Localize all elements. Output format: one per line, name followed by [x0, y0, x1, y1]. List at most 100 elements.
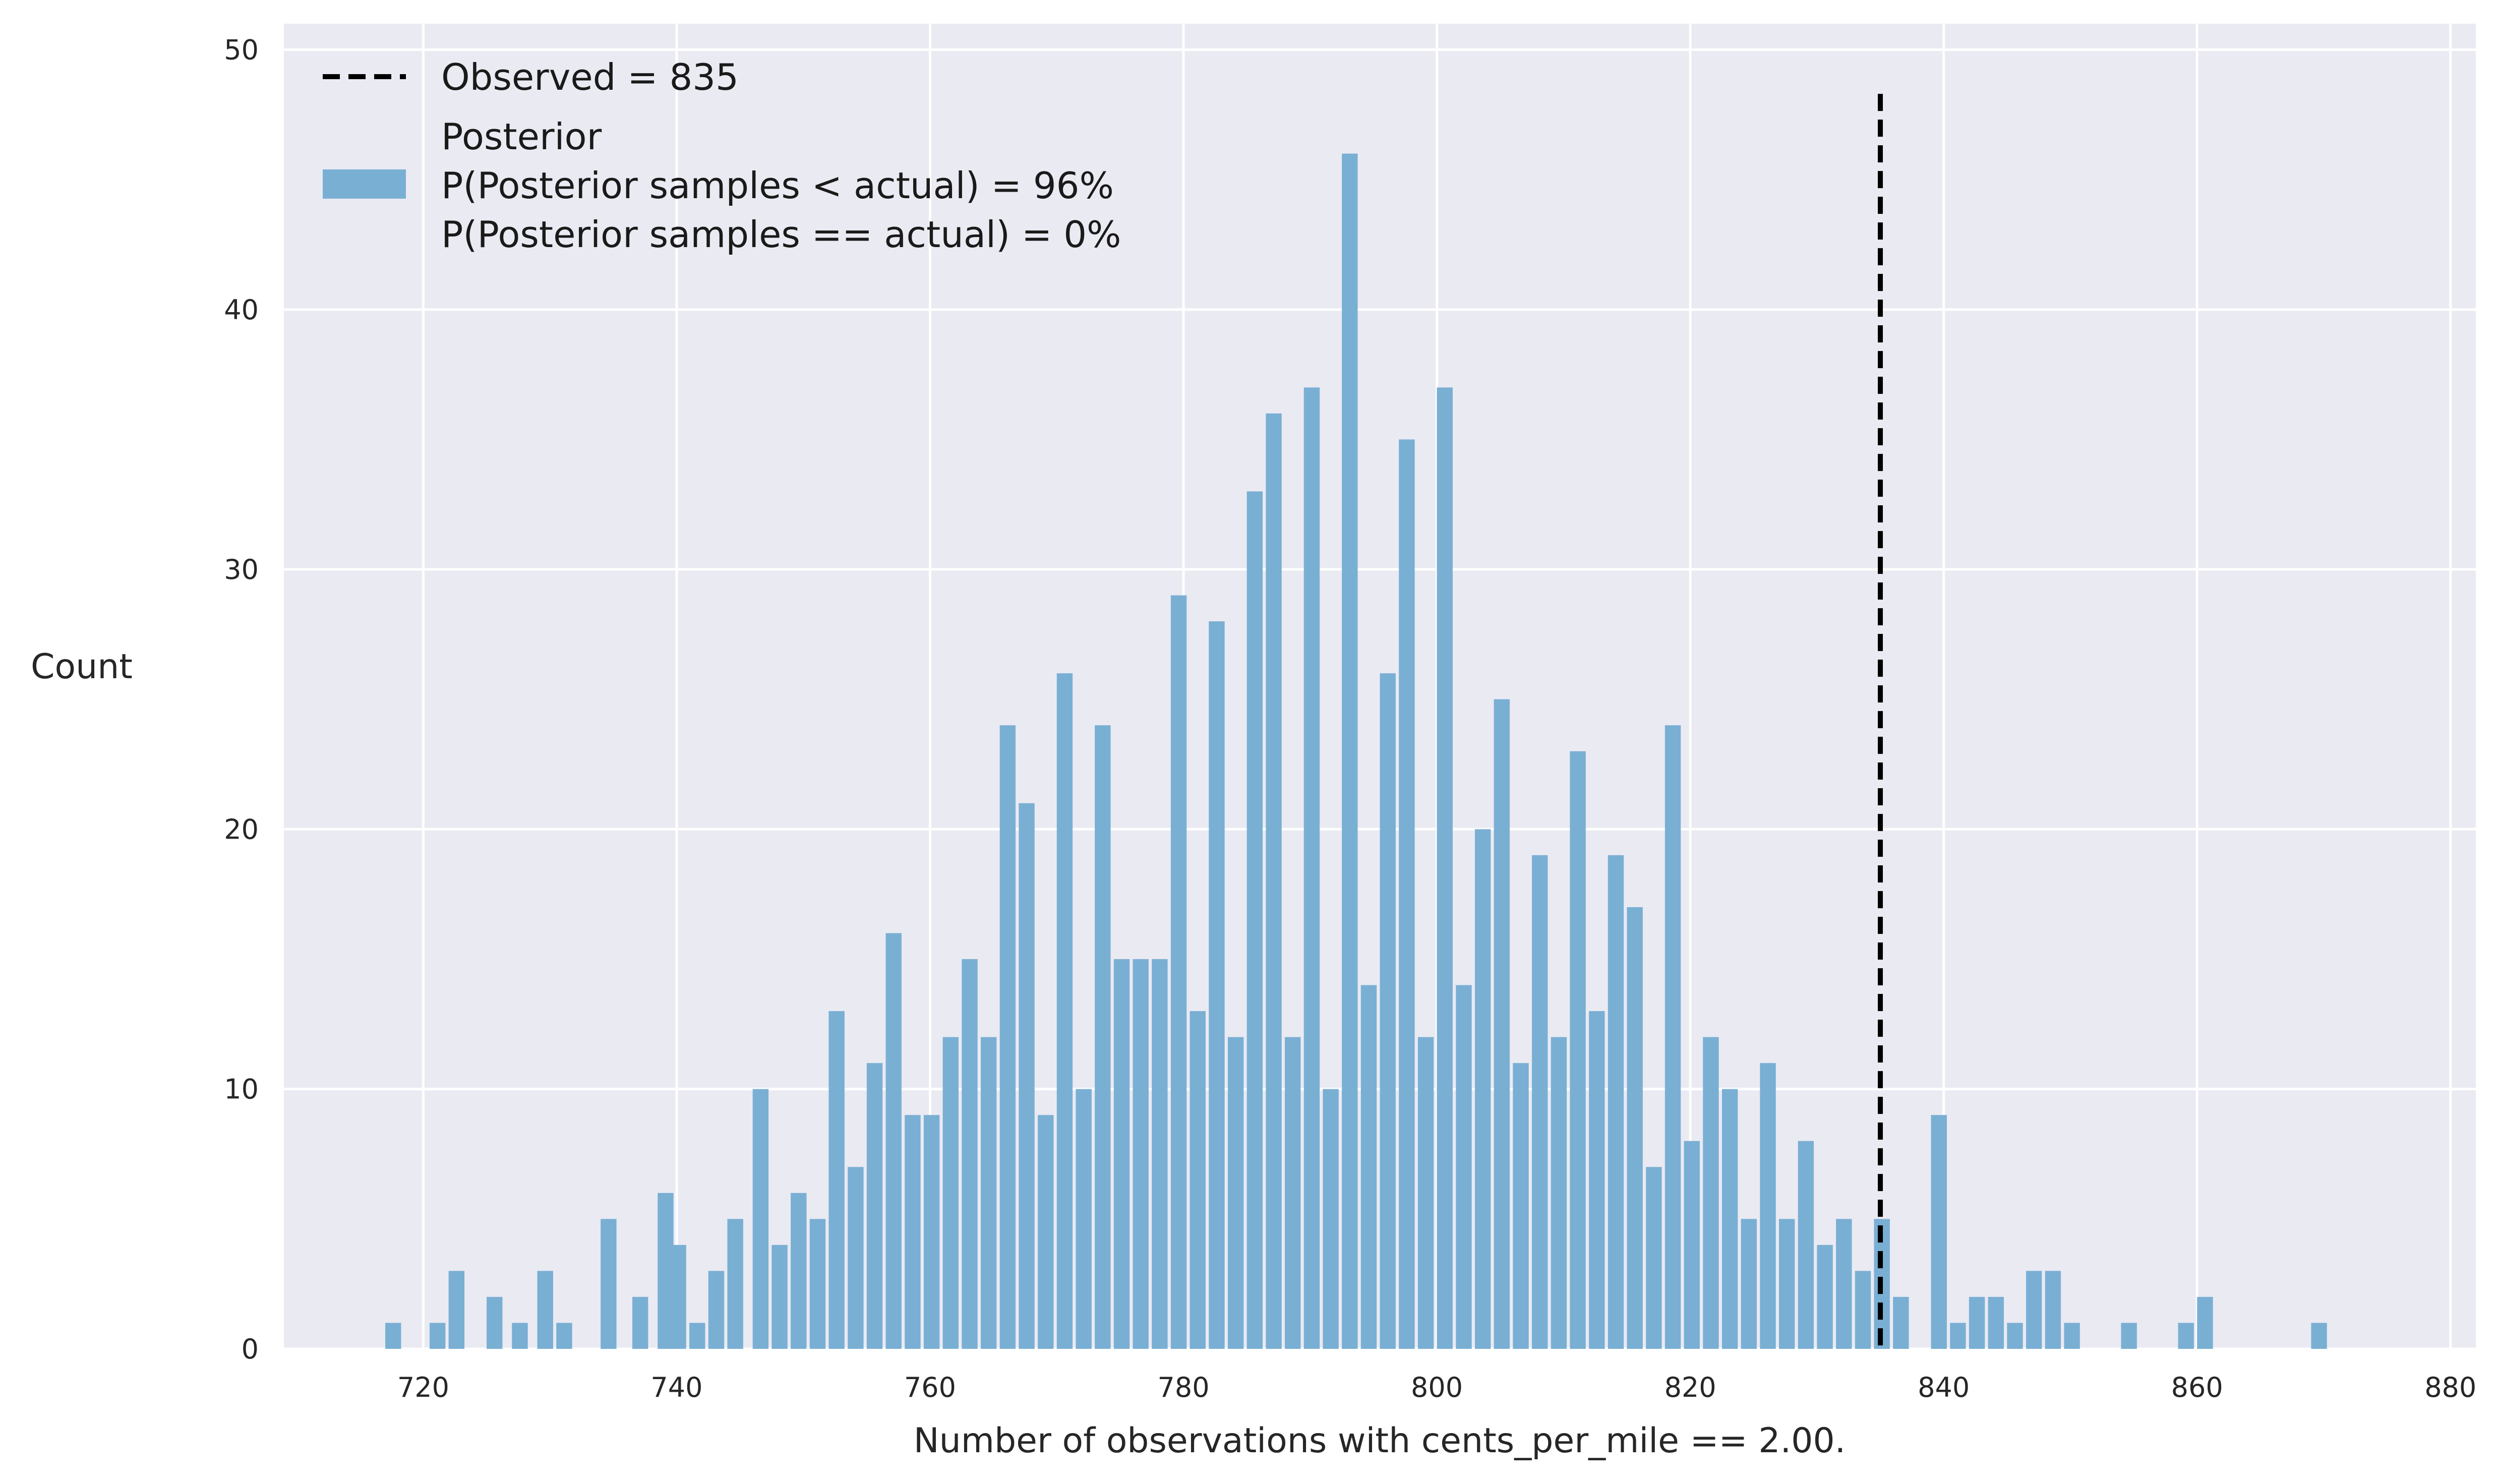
histogram-bar-42	[1285, 1037, 1301, 1349]
histogram-bar-32	[1095, 725, 1111, 1349]
histogram-bar-29	[1038, 1115, 1054, 1349]
histogram-bar-69	[1798, 1141, 1814, 1349]
histogram-bar-4	[512, 1323, 528, 1349]
histogram-bar-17	[809, 1219, 826, 1349]
histogram-bar-60	[1627, 907, 1643, 1349]
histogram-bar-72	[1855, 1271, 1871, 1349]
histogram-bar-81	[2045, 1271, 2061, 1349]
histogram-bar-50	[1437, 387, 1453, 1349]
histogram-bar-65	[1721, 1089, 1738, 1349]
x-tick-label-3: 780	[1157, 1372, 1209, 1403]
histogram-bar-68	[1779, 1219, 1795, 1349]
histogram-bar-56	[1551, 1037, 1567, 1349]
histogram-bar-16	[791, 1193, 807, 1349]
histogram-bar-74	[1893, 1296, 1909, 1349]
histogram-bar-7	[601, 1219, 617, 1349]
histogram-bar-0	[385, 1323, 401, 1349]
histogram-bar-20	[866, 1063, 883, 1349]
histogram-bar-41	[1266, 413, 1282, 1349]
histogram-bar-45	[1342, 153, 1358, 1349]
histogram-bar-79	[2007, 1323, 2023, 1349]
y-tick-label-1: 10	[224, 1074, 259, 1105]
histogram-bar-43	[1303, 387, 1320, 1349]
histogram-bar-11	[689, 1323, 705, 1349]
histogram-bar-34	[1133, 959, 1149, 1349]
x-tick-label-8: 880	[2424, 1372, 2476, 1403]
histogram-bar-21	[885, 933, 902, 1349]
histogram-bar-15	[771, 1244, 788, 1349]
histogram-bar-51	[1456, 985, 1472, 1349]
histogram-bar-5	[537, 1271, 553, 1349]
x-tick-label-5: 820	[1665, 1372, 1716, 1403]
histogram-bar-66	[1741, 1219, 1757, 1349]
histogram-bar-82	[2064, 1323, 2080, 1349]
histogram-bar-26	[980, 1037, 997, 1349]
x-tick-label-2: 760	[904, 1372, 956, 1403]
histogram-bar-23	[923, 1115, 940, 1349]
histogram-bar-27	[999, 725, 1016, 1349]
y-tick-label-4: 40	[224, 294, 259, 326]
histogram-bar-47	[1380, 673, 1396, 1349]
histogram-bar-64	[1703, 1037, 1719, 1349]
histogram-bar-30	[1056, 673, 1073, 1349]
histogram-bar-57	[1570, 751, 1586, 1349]
histogram-bar-24	[942, 1037, 959, 1349]
legend-posterior-prob-equal: P(Posterior samples == actual) = 0%	[441, 213, 1121, 256]
y-tick-label-5: 50	[224, 34, 259, 66]
x-tick-label-7: 860	[2171, 1372, 2223, 1403]
histogram-bar-86	[2311, 1323, 2327, 1349]
x-axis-label: Number of observations with cents_per_mi…	[914, 1421, 1846, 1461]
x-tick-label-4: 800	[1411, 1372, 1463, 1403]
histogram-bar-71	[1836, 1219, 1852, 1349]
histogram-bar-83	[2121, 1323, 2137, 1349]
histogram-bar-18	[828, 1011, 845, 1349]
histogram-bar-28	[1019, 803, 1035, 1349]
histogram-bar-49	[1417, 1037, 1434, 1349]
histogram-bar-40	[1246, 491, 1263, 1349]
histogram-bar-22	[905, 1115, 921, 1349]
legend-posterior-prob-less: P(Posterior samples < actual) = 96%	[441, 164, 1114, 207]
y-axis-label: Count	[31, 647, 133, 687]
y-tick-label-3: 30	[224, 554, 259, 585]
histogram-bar-77	[1969, 1296, 1985, 1349]
x-tick-label-1: 740	[650, 1372, 702, 1403]
histogram-bar-3	[487, 1296, 503, 1349]
y-axis-ticks: 0 10 20 30 40 50	[224, 34, 259, 1365]
histogram-bar-55	[1532, 855, 1548, 1349]
histogram-bar-12	[708, 1271, 725, 1349]
histogram-bar-52	[1474, 829, 1491, 1349]
histogram-bar-61	[1646, 1167, 1662, 1349]
histogram-bar-78	[1988, 1296, 2004, 1349]
histogram-bar-84	[2178, 1323, 2194, 1349]
histogram-bar-8	[632, 1296, 648, 1349]
x-tick-label-6: 840	[1918, 1372, 1970, 1403]
histogram-bar-2	[448, 1271, 465, 1349]
x-axis-ticks: 720 740 760 780 800 820 840 860 880	[397, 1372, 2476, 1403]
histogram-bar-6	[556, 1323, 572, 1349]
histogram-bar-58	[1589, 1011, 1605, 1349]
x-tick-label-0: 720	[397, 1372, 449, 1403]
histogram-bar-38	[1209, 621, 1225, 1349]
histogram-bars	[385, 153, 2327, 1349]
histogram-bar-54	[1513, 1063, 1529, 1349]
histogram-bar-80	[2026, 1271, 2042, 1349]
histogram-bar-75	[1931, 1115, 1947, 1349]
histogram-bar-70	[1817, 1244, 1833, 1349]
histogram-bar-19	[848, 1167, 864, 1349]
histogram-bar-1	[429, 1323, 446, 1349]
histogram-bar-10	[670, 1244, 686, 1349]
legend-posterior-swatch	[323, 169, 406, 199]
histogram-bar-25	[962, 959, 978, 1349]
histogram-bar-53	[1494, 699, 1510, 1349]
histogram-bar-59	[1608, 855, 1624, 1349]
histogram-bar-14	[752, 1089, 769, 1349]
histogram-bar-63	[1684, 1141, 1700, 1349]
histogram-bar-85	[2197, 1296, 2213, 1349]
histogram-bar-33	[1113, 959, 1130, 1349]
histogram-bar-67	[1760, 1063, 1776, 1349]
legend-posterior-title: Posterior	[441, 115, 602, 158]
histogram-bar-37	[1190, 1011, 1206, 1349]
histogram-bar-46	[1360, 985, 1377, 1349]
histogram-bar-13	[727, 1219, 743, 1349]
histogram-bar-39	[1227, 1037, 1244, 1349]
